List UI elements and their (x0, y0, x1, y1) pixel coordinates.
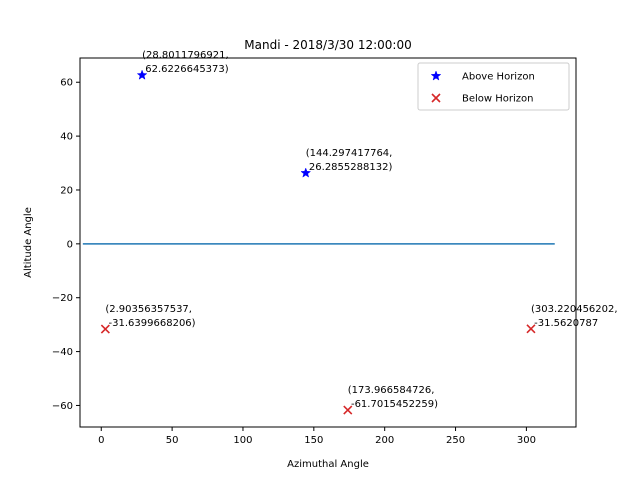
legend: Above Horizon Below Horizon (417, 62, 570, 111)
y-tick-label: 20 (60, 185, 73, 196)
point-annotation-line1: (28.8011796921, (142, 50, 229, 61)
below-horizon-point (100, 324, 110, 334)
point-annotation-line2: 62.6226645373) (142, 64, 229, 75)
x-axis-ticks: 0 50 100 150 200 250 300 (98, 427, 536, 446)
below-horizon-point (343, 405, 353, 415)
x-tick-label: 200 (375, 435, 394, 446)
y-tick-label: 60 (60, 78, 73, 89)
above-horizon-point (136, 69, 148, 80)
point-annotation-line1: (144.297417764, (306, 148, 393, 159)
x-tick-label: 300 (517, 435, 536, 446)
below-horizon-point (526, 324, 536, 334)
point-annotation-line2: 26.2855288132) (306, 162, 393, 173)
y-tick-label: 40 (60, 132, 73, 143)
legend-box (417, 62, 570, 111)
x-axis-label: Azimuthal Angle (287, 459, 369, 470)
point-annotation-line2: -61.7015452259) (348, 399, 438, 410)
legend-entry-label: Above Horizon (462, 72, 535, 83)
above-horizon-point (300, 167, 312, 178)
plot-frame (79, 57, 577, 428)
x-tick-label: 150 (304, 435, 323, 446)
y-axis-label: Altitude Angle (23, 207, 34, 278)
point-annotation-line2: -31.6399668206) (105, 318, 195, 329)
x-tick-label: 100 (233, 435, 252, 446)
legend-entry-label: Below Horizon (462, 94, 534, 105)
point-annotation-line1: (173.966584726, (348, 385, 435, 396)
y-tick-label: −20 (52, 293, 73, 304)
x-tick-label: 0 (98, 435, 104, 446)
legend-marker (430, 70, 442, 81)
y-tick-label: −40 (52, 347, 73, 358)
chart-title: Mandi - 2018/3/30 12:00:00 (244, 38, 411, 52)
legend-marker (431, 93, 441, 103)
plot-layer: (28.8011796921, 62.6226645373) (144.29741… (82, 50, 618, 415)
x-tick-label: 50 (166, 435, 179, 446)
y-tick-label: −60 (52, 401, 73, 412)
y-tick-label: 0 (67, 239, 73, 250)
point-annotation-line1: (303.220456202, (531, 304, 618, 315)
point-annotation-line2: -31.5620787 (531, 318, 598, 329)
y-axis-ticks: −60 −40 −20 0 20 40 60 (52, 78, 80, 412)
point-annotation-line1: (2.90356357537, (105, 304, 192, 315)
x-tick-label: 250 (446, 435, 465, 446)
